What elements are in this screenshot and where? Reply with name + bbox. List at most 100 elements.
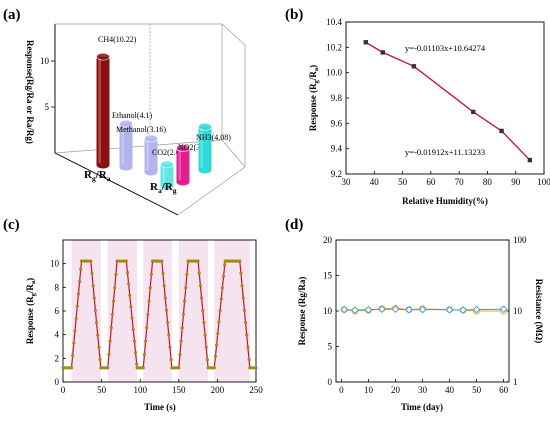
bar-highlight [178, 150, 181, 180]
bar-base [176, 178, 190, 186]
resistance-point [340, 305, 348, 314]
data-point [411, 64, 417, 69]
data-point [111, 299, 116, 303]
y-left-tick-label: 10 [323, 306, 333, 316]
bar-base [96, 161, 110, 169]
data-point [471, 109, 476, 115]
bar-top [119, 119, 133, 128]
data-point [245, 333, 249, 337]
data-point [130, 316, 134, 320]
x-axis-title: Time (s) [144, 402, 176, 412]
x-tick-label: 250 [249, 385, 263, 395]
data-point [124, 259, 128, 263]
data-point [71, 353, 75, 358]
data-point [76, 292, 81, 296]
data-point [163, 296, 167, 300]
data-point [205, 357, 209, 362]
data-point [527, 157, 533, 163]
bar-label-NH3: NH3(4.08) [196, 133, 231, 142]
data-point [74, 316, 78, 321]
panel-d-dual-axis-chart: (d) 0 10 20 30 40 50 60 0 5 10 15 20 1 10 100 Time (da… [285, 217, 544, 412]
data-point [380, 50, 385, 55]
y-left-tick-label: 5 [328, 342, 333, 352]
resistance-point [405, 305, 413, 314]
panel-label-c: (c) [3, 217, 20, 233]
data-point [241, 296, 245, 300]
data-point [196, 259, 200, 263]
x-tick-label: 50 [398, 177, 408, 187]
y-axis-title: Response (Rg/Ra) [308, 65, 320, 131]
bar-highlight [98, 58, 101, 163]
data-point [246, 345, 250, 349]
x-tick-label: 0 [61, 385, 66, 395]
data-point [239, 271, 243, 275]
data-point [144, 339, 148, 343]
bar-NH3 [198, 122, 212, 174]
data-point [219, 297, 223, 301]
panel-a-3d-bar-chart: (a) 5 10 Response(Rg/Ra or Ra/Rg) CH4(10.… [3, 7, 246, 216]
data-point [91, 284, 95, 288]
data-point [142, 352, 147, 357]
data-point [110, 312, 115, 317]
data-point [238, 259, 242, 263]
data-point [204, 345, 208, 349]
x-tick-label: 10 [364, 385, 374, 395]
data-point [181, 312, 186, 317]
data-point [242, 308, 247, 312]
data-point [213, 354, 218, 358]
bar-CO2 [160, 160, 174, 190]
data-series [61, 259, 258, 370]
y-tick-label: 9.8 [331, 93, 343, 103]
bar-Ethanol [119, 119, 133, 171]
z-tick-label-5: 5 [45, 102, 50, 112]
resistance-point [351, 306, 359, 314]
x-tick-label: 70 [455, 177, 465, 187]
data-point [182, 299, 187, 303]
data-point [220, 286, 225, 290]
bar-label-Ethanol: Ethanol(4.1) [112, 111, 153, 120]
data-point [197, 271, 201, 275]
data-point [141, 366, 145, 370]
data-point [223, 263, 227, 267]
data-point [203, 333, 207, 337]
data-point [145, 326, 149, 330]
x-tick-label: 50 [472, 385, 482, 395]
y-tick-label: 9.6 [331, 118, 343, 128]
y-tick-label: 2 [55, 353, 60, 363]
x-axis-title: Relative Humidity(%) [402, 196, 488, 206]
group-label-ra-rg: Ra/Rg [150, 181, 177, 195]
panel-label-b: (b) [285, 7, 303, 23]
y-left-tick-label: 20 [323, 235, 333, 245]
data-point [107, 352, 111, 357]
y-tick-label: 8 [55, 282, 60, 292]
data-point [161, 271, 165, 275]
data-point [254, 366, 258, 370]
x-tick-label: 30 [418, 385, 428, 395]
y-axis-left-title: Response (Rg/Ra) [297, 277, 307, 346]
resistance-point [364, 305, 373, 314]
data-series [363, 40, 533, 163]
bar-label-NO2: NO2(3.2) [178, 143, 209, 152]
bar-top [144, 134, 158, 143]
data-point [75, 304, 79, 308]
bar-body [96, 56, 110, 165]
bar-body [144, 138, 158, 172]
data-point [146, 312, 150, 317]
data-point [131, 328, 135, 332]
data-point [217, 320, 221, 324]
y-left-tick-label: 0 [328, 377, 333, 387]
bar-label-CH4: CH4(10.22) [98, 35, 137, 44]
bar-Methanol [144, 134, 158, 176]
group-label-rg-ra: Rg/Ra [84, 169, 111, 183]
x-axis-line [54, 152, 179, 216]
data-point [127, 282, 131, 286]
y-tick-label: 6 [55, 306, 60, 316]
data-point [212, 366, 216, 370]
x-tick-label: 60 [499, 385, 509, 395]
data-series [340, 304, 508, 315]
data-point [162, 284, 166, 288]
bar-body [119, 123, 133, 167]
data-point [132, 339, 137, 343]
data-point [202, 321, 206, 325]
data-point [114, 272, 118, 277]
